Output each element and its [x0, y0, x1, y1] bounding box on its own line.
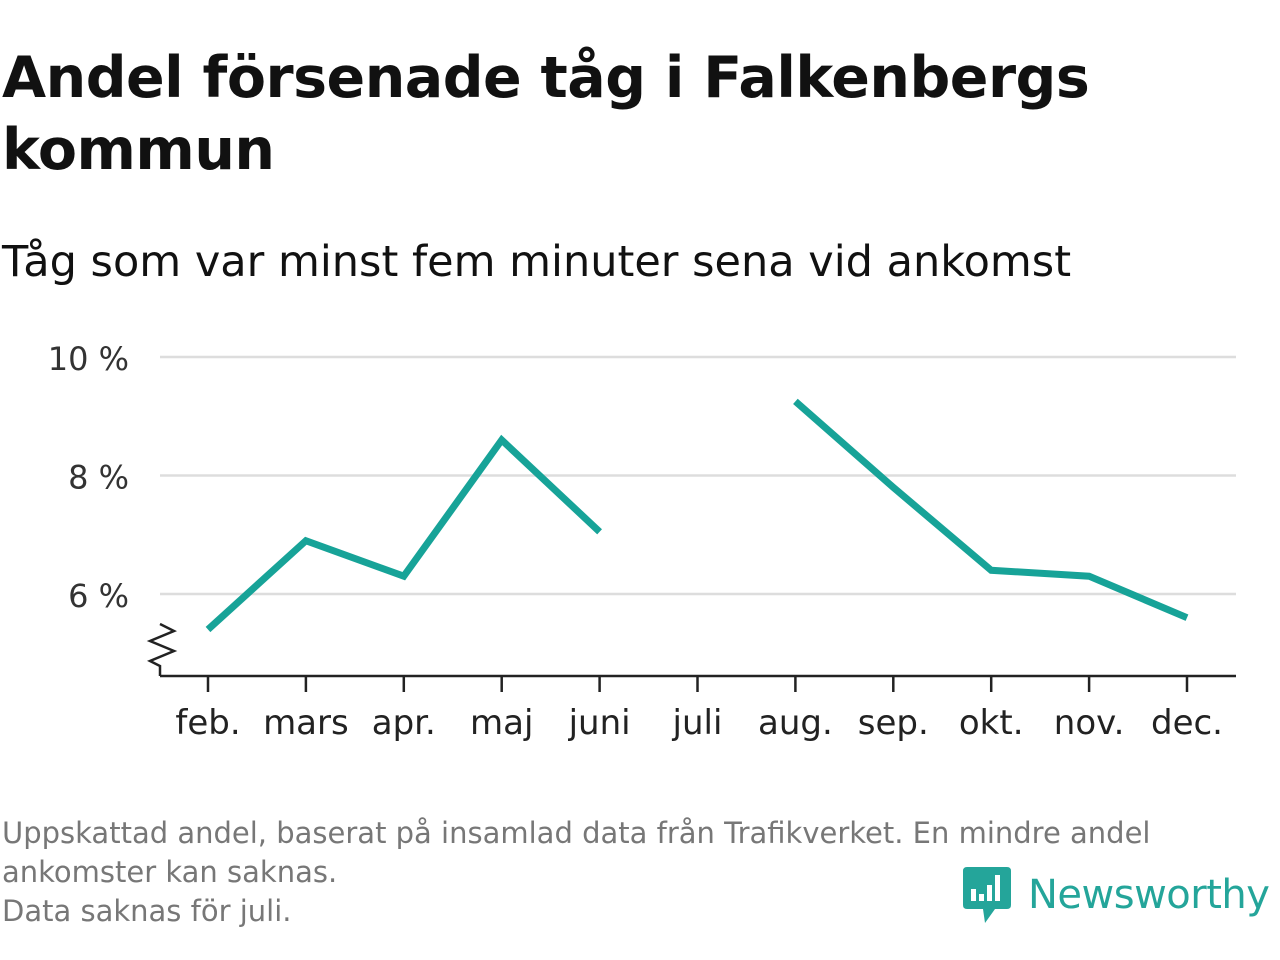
x-tick-label: okt.: [959, 703, 1024, 743]
x-tick-label: feb.: [175, 703, 240, 743]
brand-logo: Newsworthy: [962, 860, 1270, 930]
x-tick-label: juli: [672, 703, 723, 743]
x-tick-label: aug.: [758, 703, 833, 743]
chart-title: Andel försenade tåg i Falkenbergs kommun: [2, 45, 1090, 183]
y-tick-label: 6 %: [68, 577, 129, 615]
chart-subtitle: Tåg som var minst fem minuter sena vid a…: [2, 237, 1072, 287]
y-axis-break: [146, 622, 178, 676]
y-tick-label: 10 %: [48, 340, 129, 378]
x-tick-label: maj: [470, 703, 533, 743]
series-line: [793, 398, 1189, 621]
y-tick-label: 8 %: [68, 459, 129, 497]
x-tick-label: nov.: [1054, 703, 1125, 743]
x-tick-label: apr.: [372, 703, 436, 743]
x-tick-label: dec.: [1151, 703, 1223, 743]
gridlines: [160, 355, 1236, 596]
x-axis-tick-labels: feb. mars apr. maj juni juli aug. sep. okt. nov. d…: [175, 676, 1223, 743]
x-tick-label: sep.: [858, 703, 929, 743]
newsworthy-logo-icon: [963, 867, 1011, 923]
footer-note-source: Uppskattad andel, baserat på insamlad da…: [2, 816, 1151, 850]
footer-note-missing-data: Data saknas för juli.: [2, 894, 292, 928]
footer-note-source-cont: ankomster kan saknas.: [2, 855, 338, 889]
series-line: [205, 434, 602, 633]
x-tick-label: mars: [263, 703, 349, 743]
x-tick-label: juni: [568, 703, 631, 743]
line-chart: 6 % 8 % 10 % feb. mars apr. maj juni juli aug. se…: [48, 340, 1236, 743]
brand-name: Newsworthy: [1028, 872, 1270, 918]
x-axis: [146, 622, 1236, 678]
footer-notes: Uppskattad andel, baserat på insamlad da…: [2, 814, 1272, 931]
y-axis-tick-labels: 6 % 8 % 10 %: [48, 340, 129, 615]
series-lines: [205, 398, 1189, 633]
